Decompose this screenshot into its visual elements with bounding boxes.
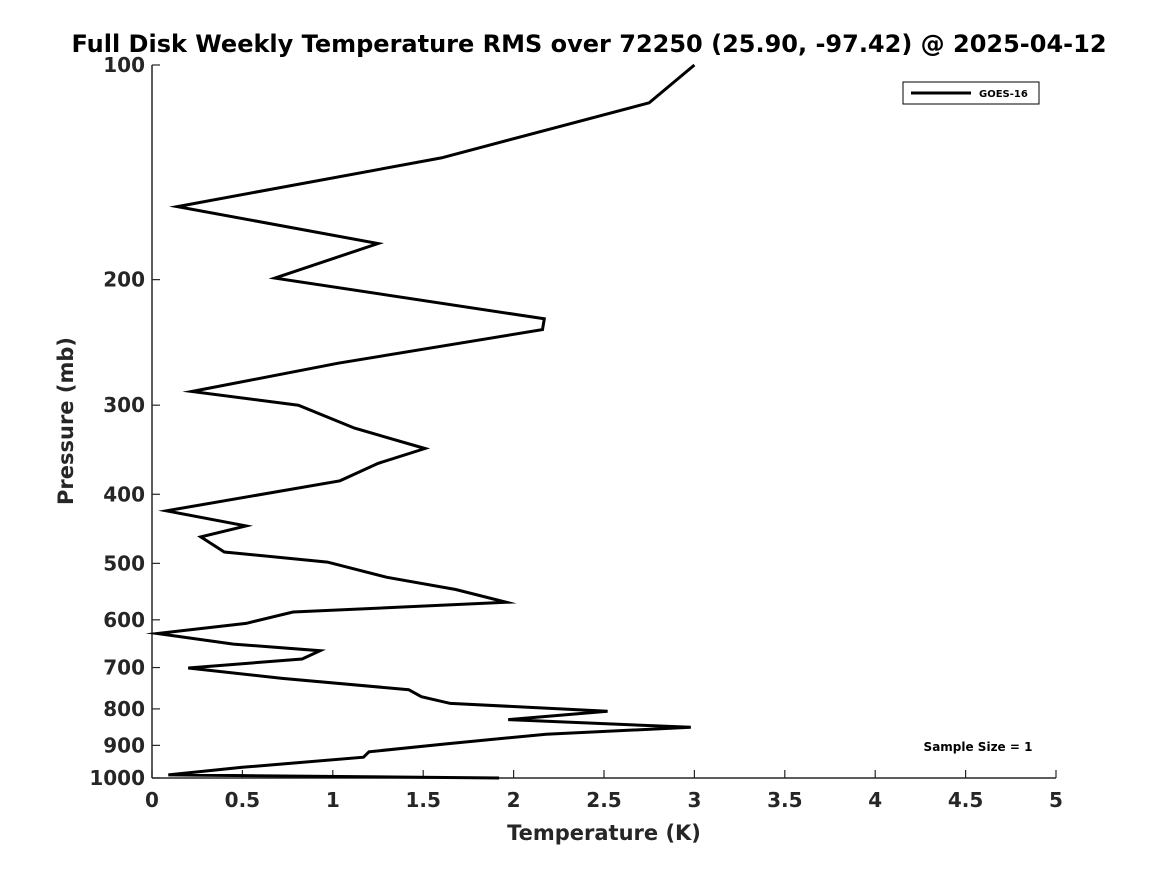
plot-area: 0 0.5 1 1.5 2 2.5 3 3.5 4 4.5 5 100 200 300 400 500 600… [89, 53, 1063, 812]
x-tick-label: 3.5 [767, 788, 802, 812]
y-tick-label: 200 [103, 268, 145, 292]
x-tick-label: 4 [868, 788, 882, 812]
x-tick-label: 1 [326, 788, 340, 812]
y-tick-label: 600 [103, 608, 145, 632]
x-axis-ticks: 0 0.5 1 1.5 2 2.5 3 3.5 4 4.5 5 [145, 770, 1063, 812]
series-line-goes-16 [145, 63, 696, 780]
legend-entry-goes-16: GOES-16 [979, 89, 1028, 100]
series-layer [145, 63, 696, 780]
y-axis-ticks: 100 200 300 400 500 600 700 800 900 1000 [89, 53, 160, 790]
y-tick-label: 1000 [89, 766, 145, 790]
x-axis-label: Temperature (K) [507, 821, 701, 845]
y-tick-label: 300 [103, 393, 145, 417]
x-tick-label: 0 [145, 788, 159, 812]
y-tick-label: 100 [103, 53, 145, 77]
sample-size-annotation: Sample Size = 1 [924, 740, 1033, 754]
y-tick-label: 800 [103, 697, 145, 721]
legend: GOES-16 [902, 81, 1040, 105]
y-axis-label: Pressure (mb) [54, 337, 78, 505]
chart-title: Full Disk Weekly Temperature RMS over 72… [71, 30, 1106, 58]
y-tick-label: 900 [103, 733, 145, 757]
x-tick-label: 1.5 [405, 788, 440, 812]
y-tick-label: 400 [103, 482, 145, 506]
x-tick-label: 3 [687, 788, 701, 812]
x-tick-label: 5 [1049, 788, 1063, 812]
y-tick-label: 700 [103, 656, 145, 680]
x-tick-label: 2 [507, 788, 521, 812]
x-tick-label: 2.5 [586, 788, 621, 812]
y-tick-label: 500 [103, 551, 145, 575]
x-tick-label: 0.5 [225, 788, 260, 812]
x-tick-label: 4.5 [948, 788, 983, 812]
